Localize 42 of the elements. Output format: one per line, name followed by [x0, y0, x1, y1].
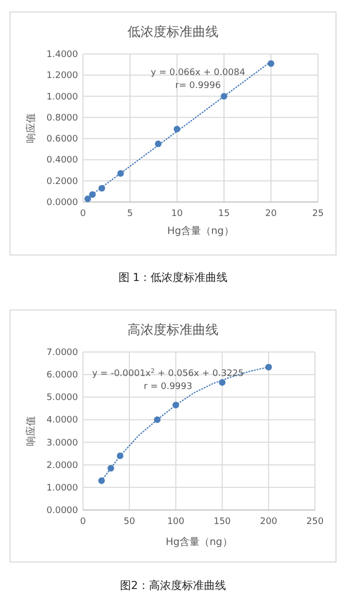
y-tick-label: 1.0000 [46, 92, 78, 102]
y-tick-label: 0.2000 [46, 176, 78, 187]
annotation: y = 0.066x + 0.0084 [150, 68, 246, 78]
x-tick-label: 150 [214, 517, 232, 527]
y-tick-label: 0.8000 [46, 113, 78, 124]
x-tick-label: 15 [218, 209, 230, 219]
x-tick-label: 200 [260, 517, 278, 527]
annotation: r = 0.9993 [144, 382, 192, 392]
y-tick-label: 2.0000 [46, 460, 78, 471]
y-tick-label: 1.4000 [46, 50, 78, 60]
point [174, 126, 180, 132]
annotation: y = -0.0001x$^{2}$ + 0.056x + 0.3225 [92, 368, 244, 379]
y-tick-label: 5.0000 [46, 393, 78, 404]
chart-title: 高浓度标准曲线 [128, 322, 218, 338]
y-tick-label: 3.0000 [46, 438, 78, 448]
y-axis-title: 响应值 [25, 416, 37, 446]
x-tick-label: 50 [124, 517, 136, 527]
y-tick-label: 0.0000 [46, 506, 78, 516]
x-tick-label: 5 [127, 209, 133, 219]
x-axis-title: Hg含量（ng） [167, 225, 234, 237]
y-tick-label: 7.0000 [46, 348, 78, 358]
y-axis-title: 响应值 [25, 113, 37, 143]
x-tick-label: 250 [306, 517, 324, 527]
point [84, 196, 91, 202]
annotation: r= 0.9996 [175, 81, 222, 91]
x-tick-label: 0 [80, 517, 86, 527]
y-tick-label: 6.0000 [46, 370, 78, 381]
y-tick-label: 4.0000 [46, 416, 78, 426]
x-tick-label: 20 [265, 209, 277, 219]
y-tick-label: 0.0000 [46, 198, 78, 208]
y-tick-label: 1.2000 [46, 71, 78, 82]
x-axis-title: Hg含量（ng） [166, 536, 232, 548]
y-tick-label: 0.6000 [46, 134, 78, 145]
x-tick-label: 25 [312, 209, 324, 219]
x-tick-label: 0 [80, 209, 86, 219]
x-tick-label: 10 [171, 209, 183, 219]
caption: 图 1：低浓度标准曲线 [118, 271, 228, 284]
y-tick-label: 0.4000 [46, 156, 78, 166]
x-tick-label: 100 [167, 517, 185, 527]
y-tick-label: 1.0000 [46, 483, 78, 494]
caption: 图2：高浓度标准曲线 [120, 579, 226, 592]
chart-title: 低浓度标准曲线 [128, 24, 218, 40]
